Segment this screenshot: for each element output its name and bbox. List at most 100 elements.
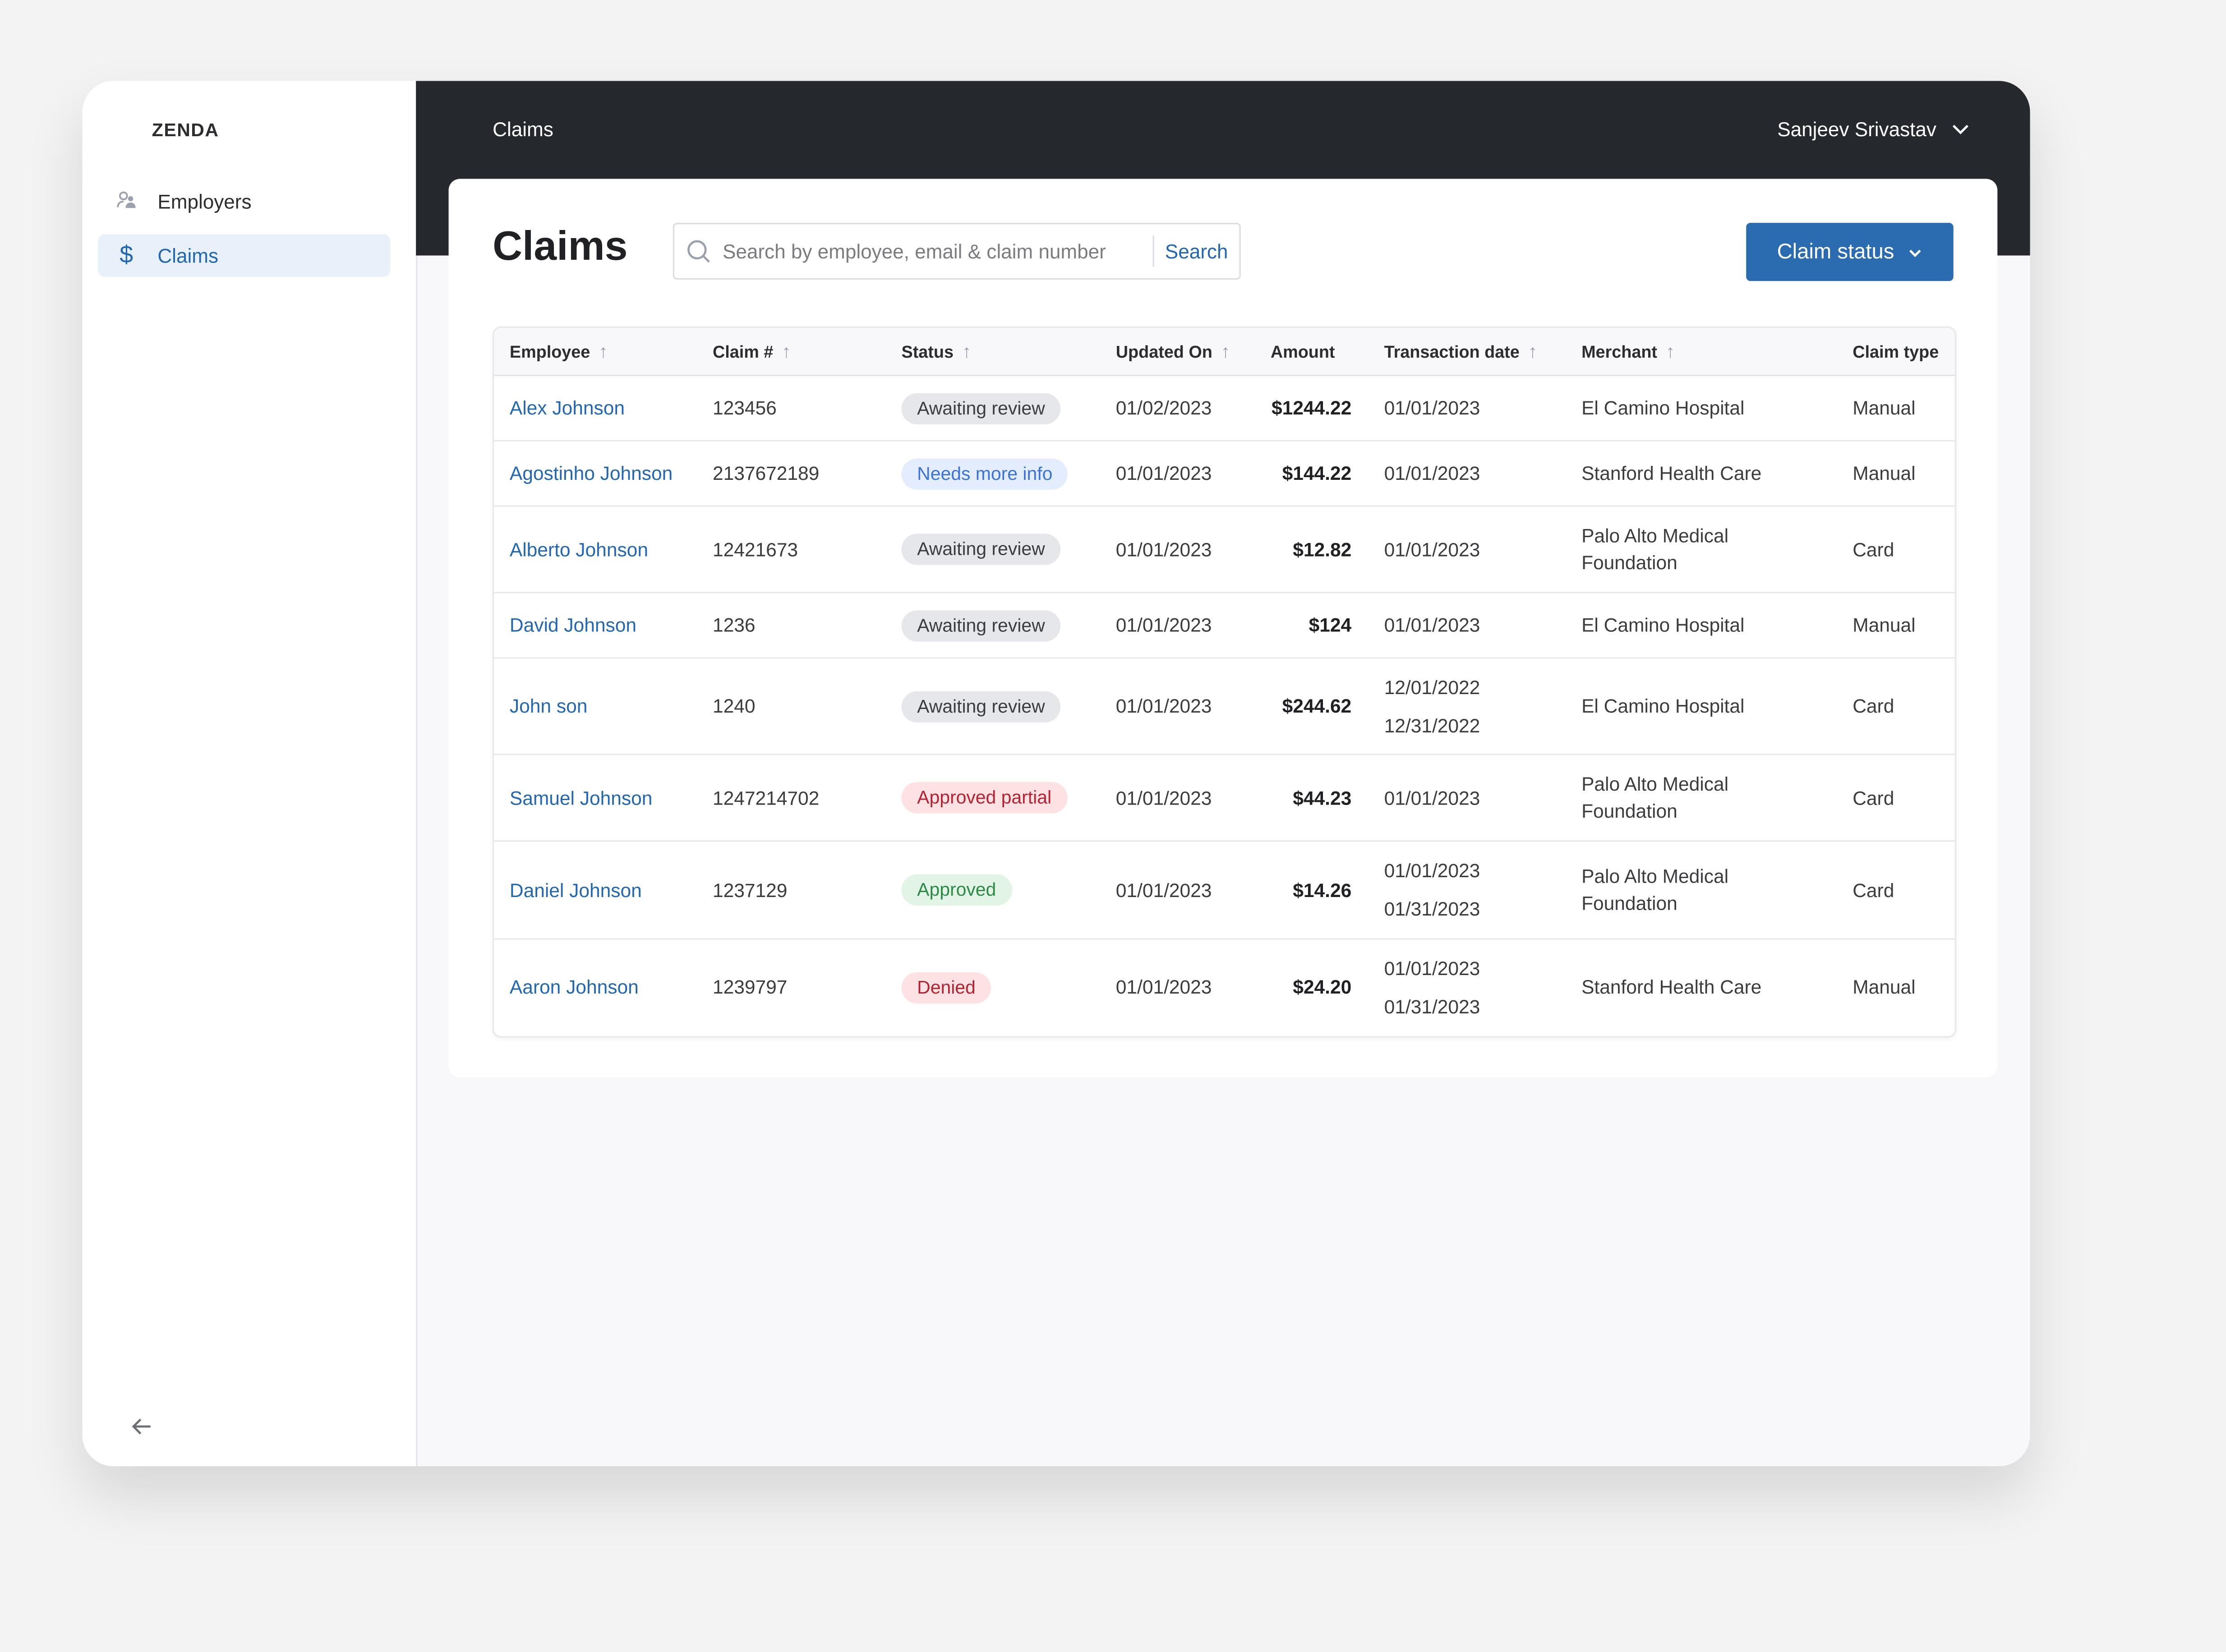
sidebar-item-employers[interactable]: Employers bbox=[98, 180, 390, 223]
claim-number: 123456 bbox=[697, 375, 886, 442]
merchant: Palo Alto Medical Foundation bbox=[1566, 506, 1837, 594]
transaction-date: 01/01/2023 bbox=[1368, 375, 1566, 442]
sort-arrow-icon[interactable]: ↑ bbox=[599, 341, 608, 362]
table-row[interactable]: Alex Johnson 123456 Awaiting review 01/02/2… bbox=[494, 375, 1955, 442]
claim-type: Card bbox=[1837, 506, 1955, 594]
sort-arrow-icon[interactable]: ↑ bbox=[1665, 341, 1675, 362]
table-row[interactable]: Daniel Johnson 1237129 Approved 01/01/2023 $… bbox=[494, 841, 1955, 940]
column-header-amount: Amount bbox=[1255, 328, 1369, 377]
status-cell: Awaiting review bbox=[885, 506, 1101, 594]
column-header-claim[interactable]: Claim # ↑ bbox=[697, 328, 886, 377]
header-label: Claim type bbox=[1853, 341, 1939, 361]
employee-link[interactable]: Agostinho Johnson bbox=[494, 441, 697, 507]
status-badge: Denied bbox=[901, 972, 991, 1003]
amount: $144.22 bbox=[1255, 441, 1369, 507]
header-label: Amount bbox=[1270, 341, 1335, 361]
sidebar-item-label: Employers bbox=[157, 190, 252, 213]
status-cell: Awaiting review bbox=[885, 375, 1101, 442]
table-row[interactable]: Aaron Johnson 1239797 Denied 01/01/2023 $24.… bbox=[494, 939, 1955, 1035]
updated-on: 01/01/2023 bbox=[1100, 506, 1255, 594]
amount: $24.20 bbox=[1293, 977, 1352, 999]
transaction-date: 01/01/2023 bbox=[1368, 441, 1566, 507]
updated-on: 01/01/2023 bbox=[1100, 441, 1255, 507]
search-button[interactable]: Search bbox=[1152, 235, 1239, 267]
claim-number: 12421673 bbox=[697, 506, 886, 594]
claim-number: 1237129 bbox=[697, 841, 886, 940]
employee-link[interactable]: Daniel Johnson bbox=[494, 841, 697, 940]
transaction-date: 01/01/2023 01/31/2023 bbox=[1369, 939, 1566, 1035]
table-row[interactable]: Agostinho Johnson 2137672189 Needs more in… bbox=[494, 441, 1955, 507]
sort-arrow-icon[interactable]: ↑ bbox=[1528, 341, 1538, 362]
claim-status-label: Claim status bbox=[1777, 239, 1894, 264]
claim-type: Card bbox=[1837, 754, 1955, 842]
column-header-updated[interactable]: Updated On ↑ bbox=[1100, 328, 1255, 377]
chevron-down-icon bbox=[1952, 124, 1968, 134]
table-row[interactable]: Samuel Johnson 1247214702 Approved partial… bbox=[494, 754, 1955, 842]
column-header-merchant[interactable]: Merchant ↑ bbox=[1566, 328, 1837, 377]
updated-on: 01/01/2023 bbox=[1100, 754, 1255, 842]
search-input[interactable]: Search by employee, email & claim number… bbox=[673, 223, 1241, 280]
employee-link[interactable]: Alberto Johnson bbox=[494, 506, 697, 594]
claims-table: Employee ↑ Claim # ↑ Status ↑ Updated On ↑ Amoun… bbox=[493, 326, 1956, 1037]
merchant: El Camino Hospital bbox=[1566, 592, 1837, 659]
sidebar-item-label: Claims bbox=[157, 244, 218, 267]
employee-link[interactable]: Alex Johnson bbox=[494, 375, 697, 442]
status-cell: Approved partial bbox=[885, 754, 1101, 842]
status-badge: Needs more info bbox=[901, 458, 1068, 489]
column-header-employee[interactable]: Employee ↑ bbox=[494, 328, 697, 377]
claim-number: 1247214702 bbox=[697, 754, 886, 842]
date-value: 01/01/2023 bbox=[1384, 957, 1480, 979]
sidebar-item-claims[interactable]: $ Claims bbox=[98, 234, 391, 277]
logo: ZENDA bbox=[152, 119, 219, 141]
employee-link[interactable]: Samuel Johnson bbox=[494, 754, 697, 842]
amount: $124 bbox=[1255, 592, 1369, 659]
claim-status-button[interactable]: Claim status bbox=[1746, 223, 1954, 281]
sort-arrow-icon[interactable]: ↑ bbox=[782, 341, 791, 362]
column-header-transaction-date[interactable]: Transaction date ↑ bbox=[1368, 328, 1566, 377]
status-cell: Needs more info bbox=[885, 441, 1101, 507]
updated-on: 01/02/2023 bbox=[1100, 375, 1255, 442]
user-name: Sanjeev Srivastav bbox=[1777, 118, 1936, 141]
updated-on: 01/01/2023 bbox=[1115, 977, 1212, 999]
claim-number: 1239797 bbox=[712, 977, 788, 999]
transaction-date: 12/01/2022 12/31/2022 bbox=[1368, 658, 1566, 755]
date-value: 01/31/2023 bbox=[1384, 898, 1480, 920]
status-badge: Approved bbox=[901, 874, 1012, 906]
transaction-date: 01/01/2023 bbox=[1368, 506, 1566, 594]
user-menu[interactable]: Sanjeev Srivastav bbox=[1777, 118, 1970, 141]
table-row[interactable]: David Johnson 1236 Awaiting review 01/01/20… bbox=[494, 592, 1955, 659]
employee-link[interactable]: John son bbox=[494, 658, 697, 755]
date-value: 12/01/2022 bbox=[1384, 676, 1480, 698]
date-value: 01/01/2023 bbox=[1384, 463, 1480, 484]
amount: $14.26 bbox=[1255, 841, 1369, 940]
date-value: 12/31/2022 bbox=[1384, 714, 1480, 736]
amount: $1244.22 bbox=[1255, 375, 1369, 442]
transaction-date: 01/01/2023 01/31/2023 bbox=[1368, 841, 1566, 940]
merchant: El Camino Hospital bbox=[1566, 375, 1837, 442]
header-label: Employee bbox=[509, 342, 590, 362]
sort-arrow-icon[interactable]: ↑ bbox=[1221, 341, 1231, 362]
table-row[interactable]: Alberto Johnson 12421673 Awaiting review 01… bbox=[494, 506, 1955, 594]
topbar-title: Claims bbox=[493, 118, 553, 141]
page-title: Claims bbox=[493, 224, 628, 270]
employee-link[interactable]: David Johnson bbox=[494, 592, 697, 659]
claim-type: Card bbox=[1837, 658, 1955, 755]
sort-arrow-icon[interactable]: ↑ bbox=[962, 341, 972, 362]
status-badge: Awaiting review bbox=[901, 609, 1061, 641]
transaction-date: 01/01/2023 bbox=[1368, 754, 1566, 842]
arrow-left-icon bbox=[132, 1418, 151, 1435]
collapse-sidebar-button[interactable] bbox=[128, 1413, 156, 1441]
merchant: Stanford Health Care bbox=[1566, 441, 1837, 507]
search-placeholder: Search by employee, email & claim number bbox=[722, 239, 1106, 263]
transaction-date: 01/01/2023 bbox=[1368, 592, 1566, 659]
employee-link[interactable]: Aaron Johnson bbox=[509, 977, 639, 999]
merchant: Palo Alto Medical Foundation bbox=[1566, 754, 1837, 842]
column-header-status[interactable]: Status ↑ bbox=[885, 328, 1101, 377]
search-icon bbox=[687, 240, 710, 263]
claims-card: Claims Search by employee, email & claim… bbox=[448, 179, 1998, 1077]
table-row[interactable]: John son 1240 Awaiting review 01/01/2023 $24… bbox=[494, 658, 1955, 755]
date-value: 01/01/2023 bbox=[1384, 860, 1480, 882]
status-badge: Awaiting review bbox=[901, 690, 1061, 722]
claim-type: Manual bbox=[1853, 977, 1916, 999]
